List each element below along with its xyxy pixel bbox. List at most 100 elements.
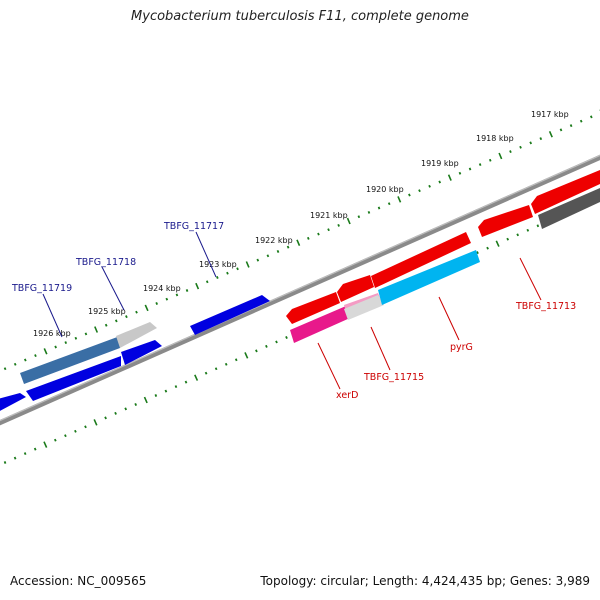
scale-tick-minor xyxy=(184,380,188,384)
scale-tick-minor xyxy=(286,245,290,249)
label-leader xyxy=(42,293,63,338)
scale-tick-minor xyxy=(53,438,57,442)
accession-label: Accession: NC_009565 xyxy=(10,574,147,588)
gene-arrow-blue xyxy=(26,356,121,401)
scale-tick-minor xyxy=(418,189,421,193)
gene-label[interactable]: xerD xyxy=(336,390,358,401)
scale-tick-minor xyxy=(204,371,208,375)
scale-tick-major xyxy=(43,348,48,355)
scale-tick-minor xyxy=(155,302,159,305)
scale-tick-minor xyxy=(13,456,17,460)
gene-arrow-red xyxy=(371,232,471,288)
scale-tick-minor xyxy=(536,224,540,228)
gene-arrow-red xyxy=(286,292,340,324)
gene-arrow-red xyxy=(531,170,600,214)
scale-tick-minor xyxy=(114,319,118,323)
scale-tick-minor xyxy=(357,215,361,219)
scale-tick-minor xyxy=(104,323,108,327)
scale-tick-minor xyxy=(124,407,128,411)
scale-tick-minor xyxy=(438,180,442,184)
scale-tick-minor xyxy=(3,461,7,464)
gene-arrow-blue xyxy=(0,393,26,411)
gene-label[interactable]: TBFG_11718 xyxy=(75,257,136,268)
scale-tick-major xyxy=(143,396,148,404)
scale-tick-minor xyxy=(174,385,178,389)
scale-tick-minor xyxy=(134,403,138,406)
gene-arrow-blue xyxy=(190,295,270,335)
scale-tick-minor xyxy=(589,115,593,119)
gene-arrow-magenta xyxy=(290,306,350,343)
scale-label: 1924 kbp xyxy=(143,284,181,293)
scale-tick-minor xyxy=(476,251,479,255)
gene-arrow-steelblue xyxy=(20,336,120,384)
scale-tick-minor xyxy=(387,202,391,206)
scale-label: 1921 kbp xyxy=(310,211,348,220)
gene-label[interactable]: pyrG xyxy=(450,342,473,353)
scale-tick-minor xyxy=(64,341,68,345)
gene-label[interactable]: TBFG_11715 xyxy=(363,372,424,383)
scale-tick-minor xyxy=(104,416,107,420)
genome-backbone xyxy=(0,154,600,426)
scale-tick-minor xyxy=(23,452,27,456)
scale-tick-minor xyxy=(84,425,87,429)
scale-tick-minor xyxy=(367,210,371,214)
scale-tick-major xyxy=(397,196,402,203)
scale-tick-major xyxy=(144,304,149,312)
label-leader xyxy=(195,231,217,278)
scale-tick-minor xyxy=(154,394,158,397)
scale-tick-minor xyxy=(23,358,27,362)
scale-tick-major xyxy=(245,261,250,268)
scale-tick-minor xyxy=(266,254,270,258)
scale-tick-minor xyxy=(185,289,189,292)
scale-tick-minor xyxy=(13,362,17,366)
scale-tick-major xyxy=(447,174,452,181)
scale-tick-minor xyxy=(205,280,209,284)
scale-tick-minor xyxy=(256,258,260,262)
scale-tick-minor xyxy=(559,128,563,132)
scale-tick-minor xyxy=(275,340,278,344)
scale-tick-minor xyxy=(468,167,472,171)
scale-label: 1919 kbp xyxy=(421,159,459,168)
scale-label: 1925 kbp xyxy=(88,307,126,316)
genome-backbone-highlight xyxy=(0,154,600,422)
scale-tick-minor xyxy=(255,349,258,353)
scale-tick-major xyxy=(93,419,98,426)
scale-tick-minor xyxy=(306,236,310,240)
scale-label: 1926 kbp xyxy=(33,329,71,338)
scale-tick-minor xyxy=(236,267,239,271)
scale-tick-minor xyxy=(224,362,228,366)
gene-label[interactable]: TBFG_11719 xyxy=(11,283,72,294)
scale-tick-minor xyxy=(216,276,219,279)
scale-tick-minor xyxy=(519,145,522,149)
scale-tick-major xyxy=(244,352,249,359)
scale-tick-minor xyxy=(327,228,330,232)
label-leader xyxy=(370,326,391,371)
gene-label[interactable]: TBFG_11717 xyxy=(163,221,224,232)
scale-label: 1922 kbp xyxy=(255,236,293,245)
scale-tick-minor xyxy=(539,137,543,141)
scale-tick-minor xyxy=(164,389,168,393)
scale-tick-minor xyxy=(579,119,583,123)
scale-tick-minor xyxy=(285,336,288,339)
scale-tick-major xyxy=(346,217,351,225)
scale-tick-minor xyxy=(458,171,462,175)
scale-track-top xyxy=(3,109,600,371)
scale-tick-major xyxy=(43,441,48,448)
label-leader xyxy=(438,296,460,341)
scale-label: 1923 kbp xyxy=(199,260,237,269)
scale-tick-major xyxy=(94,326,99,333)
scale-label: 1917 kbp xyxy=(531,110,569,119)
scale-tick-minor xyxy=(488,158,492,162)
scale-tick-minor xyxy=(175,293,179,297)
scale-tick-minor xyxy=(74,336,78,340)
scale-tick-minor xyxy=(377,206,381,210)
gene-arrow-red xyxy=(337,275,374,302)
scale-label: 1920 kbp xyxy=(366,185,404,194)
gene-arrow-grey xyxy=(116,322,157,348)
scale-label: 1918 kbp xyxy=(476,134,514,143)
gene-label[interactable]: TBFG_11713 xyxy=(515,301,576,312)
scale-tick-minor xyxy=(337,223,340,227)
scale-tick-minor xyxy=(226,271,229,275)
scale-tick-minor xyxy=(529,141,533,145)
label-leader xyxy=(101,266,125,311)
